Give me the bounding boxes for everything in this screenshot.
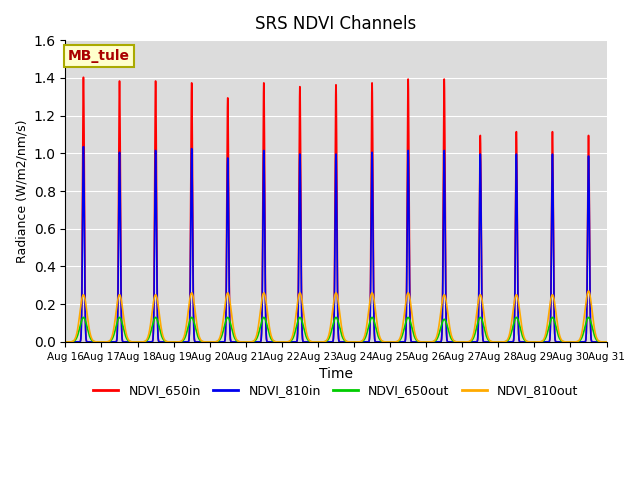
Text: MB_tule: MB_tule: [68, 49, 130, 63]
Y-axis label: Radiance (W/m2/nm/s): Radiance (W/m2/nm/s): [15, 119, 28, 263]
X-axis label: Time: Time: [319, 367, 353, 381]
Legend: NDVI_650in, NDVI_810in, NDVI_650out, NDVI_810out: NDVI_650in, NDVI_810in, NDVI_650out, NDV…: [88, 379, 584, 402]
Title: SRS NDVI Channels: SRS NDVI Channels: [255, 15, 417, 33]
